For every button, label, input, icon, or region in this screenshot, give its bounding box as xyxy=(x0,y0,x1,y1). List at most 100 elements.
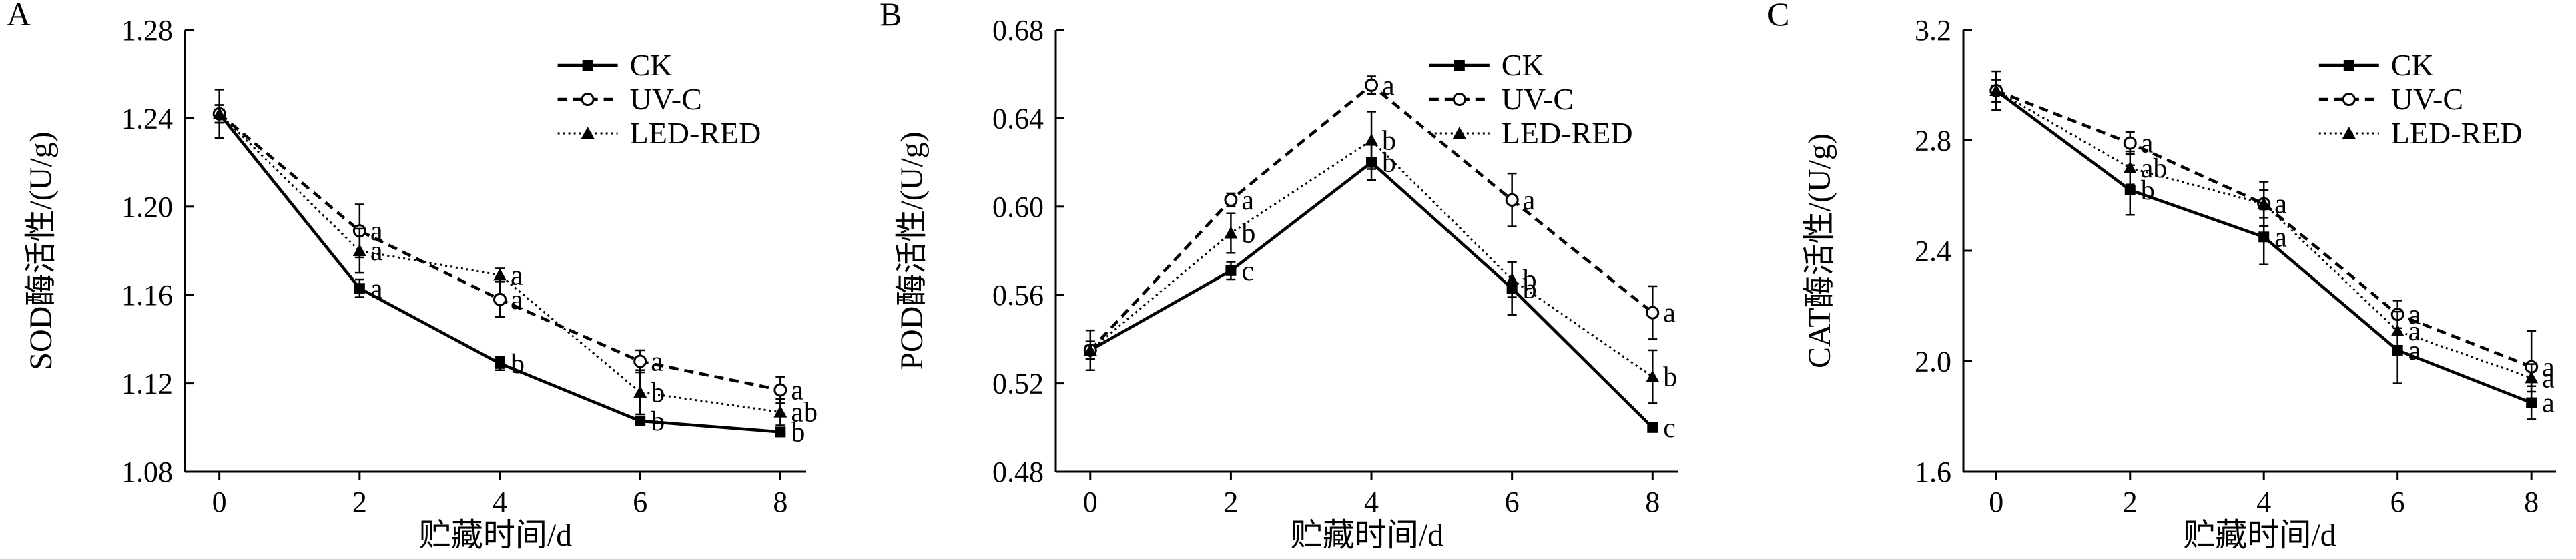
data-point xyxy=(1646,370,1660,382)
legend-label: LED-RED xyxy=(630,116,761,150)
panel-letter: A xyxy=(7,0,31,33)
data-point xyxy=(493,292,507,306)
data-point xyxy=(773,405,787,418)
x-axis-title: 贮藏时间/d xyxy=(2183,518,2336,553)
legend-label: UV-C xyxy=(1502,82,1574,116)
data-point xyxy=(2525,371,2539,384)
legend-item: CK xyxy=(2318,48,2434,82)
significance-label: a xyxy=(2274,189,2287,220)
legend-item: LED-RED xyxy=(557,116,761,150)
y-tick-label: 0.64 xyxy=(992,102,1044,135)
significance-label: a xyxy=(2408,336,2421,366)
legend-label: CK xyxy=(2391,48,2434,82)
significance-label: a xyxy=(2542,352,2555,383)
x-tick-label: 8 xyxy=(2524,486,2539,518)
data-point xyxy=(495,358,506,369)
x-tick-label: 6 xyxy=(2390,486,2405,518)
legend-item: CK xyxy=(1429,48,1544,82)
y-tick-label: 1.28 xyxy=(121,14,173,47)
significance-label: c xyxy=(1241,256,1254,287)
significance-label: a xyxy=(651,347,663,378)
data-point xyxy=(1224,226,1238,239)
significance-label: b xyxy=(651,406,665,437)
data-point xyxy=(633,354,647,368)
x-tick-label: 4 xyxy=(2256,486,2271,518)
significance-label: a xyxy=(2274,222,2287,253)
data-point xyxy=(493,268,507,281)
legend-marker xyxy=(1452,93,1466,106)
x-tick-label: 0 xyxy=(1989,486,2003,518)
data-point xyxy=(352,244,366,256)
x-tick-label: 2 xyxy=(2123,486,2138,518)
significance-label: b xyxy=(1523,273,1537,304)
y-tick-label: 0.56 xyxy=(992,279,1044,312)
significance-label: a xyxy=(1523,185,1536,216)
data-point xyxy=(1365,78,1379,92)
significance-label: b xyxy=(1382,126,1396,157)
legend-item: UV-C xyxy=(1429,82,1574,116)
legend-label: CK xyxy=(630,48,673,82)
x-tick-label: 4 xyxy=(1364,486,1379,518)
significance-label: a xyxy=(370,236,383,267)
significance-label: ab xyxy=(2141,153,2168,184)
y-tick-label: 1.20 xyxy=(121,191,173,223)
significance-label: b xyxy=(1523,265,1537,296)
data-point xyxy=(1505,273,1519,286)
significance-label: a xyxy=(370,216,383,247)
legend-marker xyxy=(1452,127,1466,139)
data-point xyxy=(1505,193,1519,207)
y-tick-label: 1.6 xyxy=(1915,456,1951,488)
series-line xyxy=(1995,89,2532,379)
y-tick-label: 3.2 xyxy=(1915,14,1951,47)
legend-item: UV-C xyxy=(2318,82,2463,116)
data-point xyxy=(775,426,786,438)
y-tick-label: 1.08 xyxy=(121,456,173,488)
significance-label: a xyxy=(370,273,383,304)
x-tick-label: 0 xyxy=(1083,486,1098,518)
x-tick-label: 2 xyxy=(352,486,367,518)
y-tick-label: 2.4 xyxy=(1915,235,1951,267)
significance-label: a xyxy=(2274,189,2287,220)
legend-label: UV-C xyxy=(2391,82,2463,116)
significance-label: b xyxy=(1663,362,1677,393)
data-point xyxy=(1646,306,1660,320)
data-point xyxy=(633,385,647,398)
legend-marker xyxy=(1454,60,1465,71)
y-tick-label: 1.24 xyxy=(121,102,173,135)
y-tick-label: 1.12 xyxy=(121,368,173,400)
data-point xyxy=(2124,184,2136,195)
data-point xyxy=(1647,422,1658,433)
series-line xyxy=(218,113,781,392)
significance-label: b xyxy=(1382,148,1396,179)
panel-letter: C xyxy=(1767,0,1789,33)
significance-label: b xyxy=(2141,175,2155,206)
x-tick-label: 6 xyxy=(633,486,647,518)
significance-label: a xyxy=(2408,300,2421,330)
significance-label: a xyxy=(1382,71,1395,101)
legend-marker xyxy=(581,127,595,139)
panel-letter: B xyxy=(880,0,902,33)
data-point xyxy=(1365,133,1379,146)
legend-marker xyxy=(2342,93,2356,106)
data-point xyxy=(2123,136,2137,150)
y-tick-label: 0.52 xyxy=(992,368,1044,400)
x-axis-title: 贮藏时间/d xyxy=(1291,518,1443,553)
significance-label: c xyxy=(1663,413,1676,444)
x-tick-label: 4 xyxy=(493,486,507,518)
series-line xyxy=(1089,160,1654,429)
chart-panel-c: C 1.6 2.0 2.4 2.8 3.2 0 2 4 6 8 贮藏时间/d CAT酶活性/(U/g) b… xyxy=(1767,0,2556,553)
significance-label: a xyxy=(1663,298,1676,329)
chart-panel-a: A 1.08 1.12 1.16 1.20 1.24 1.28 0 2 4 6 8 贮藏时间/d SOD酶… xyxy=(7,0,818,553)
significance-label: b xyxy=(511,349,525,380)
data-point xyxy=(1083,343,1097,356)
data-point xyxy=(2123,161,2137,173)
legend-marker xyxy=(582,60,593,71)
y-tick-label: 0.60 xyxy=(992,191,1044,223)
